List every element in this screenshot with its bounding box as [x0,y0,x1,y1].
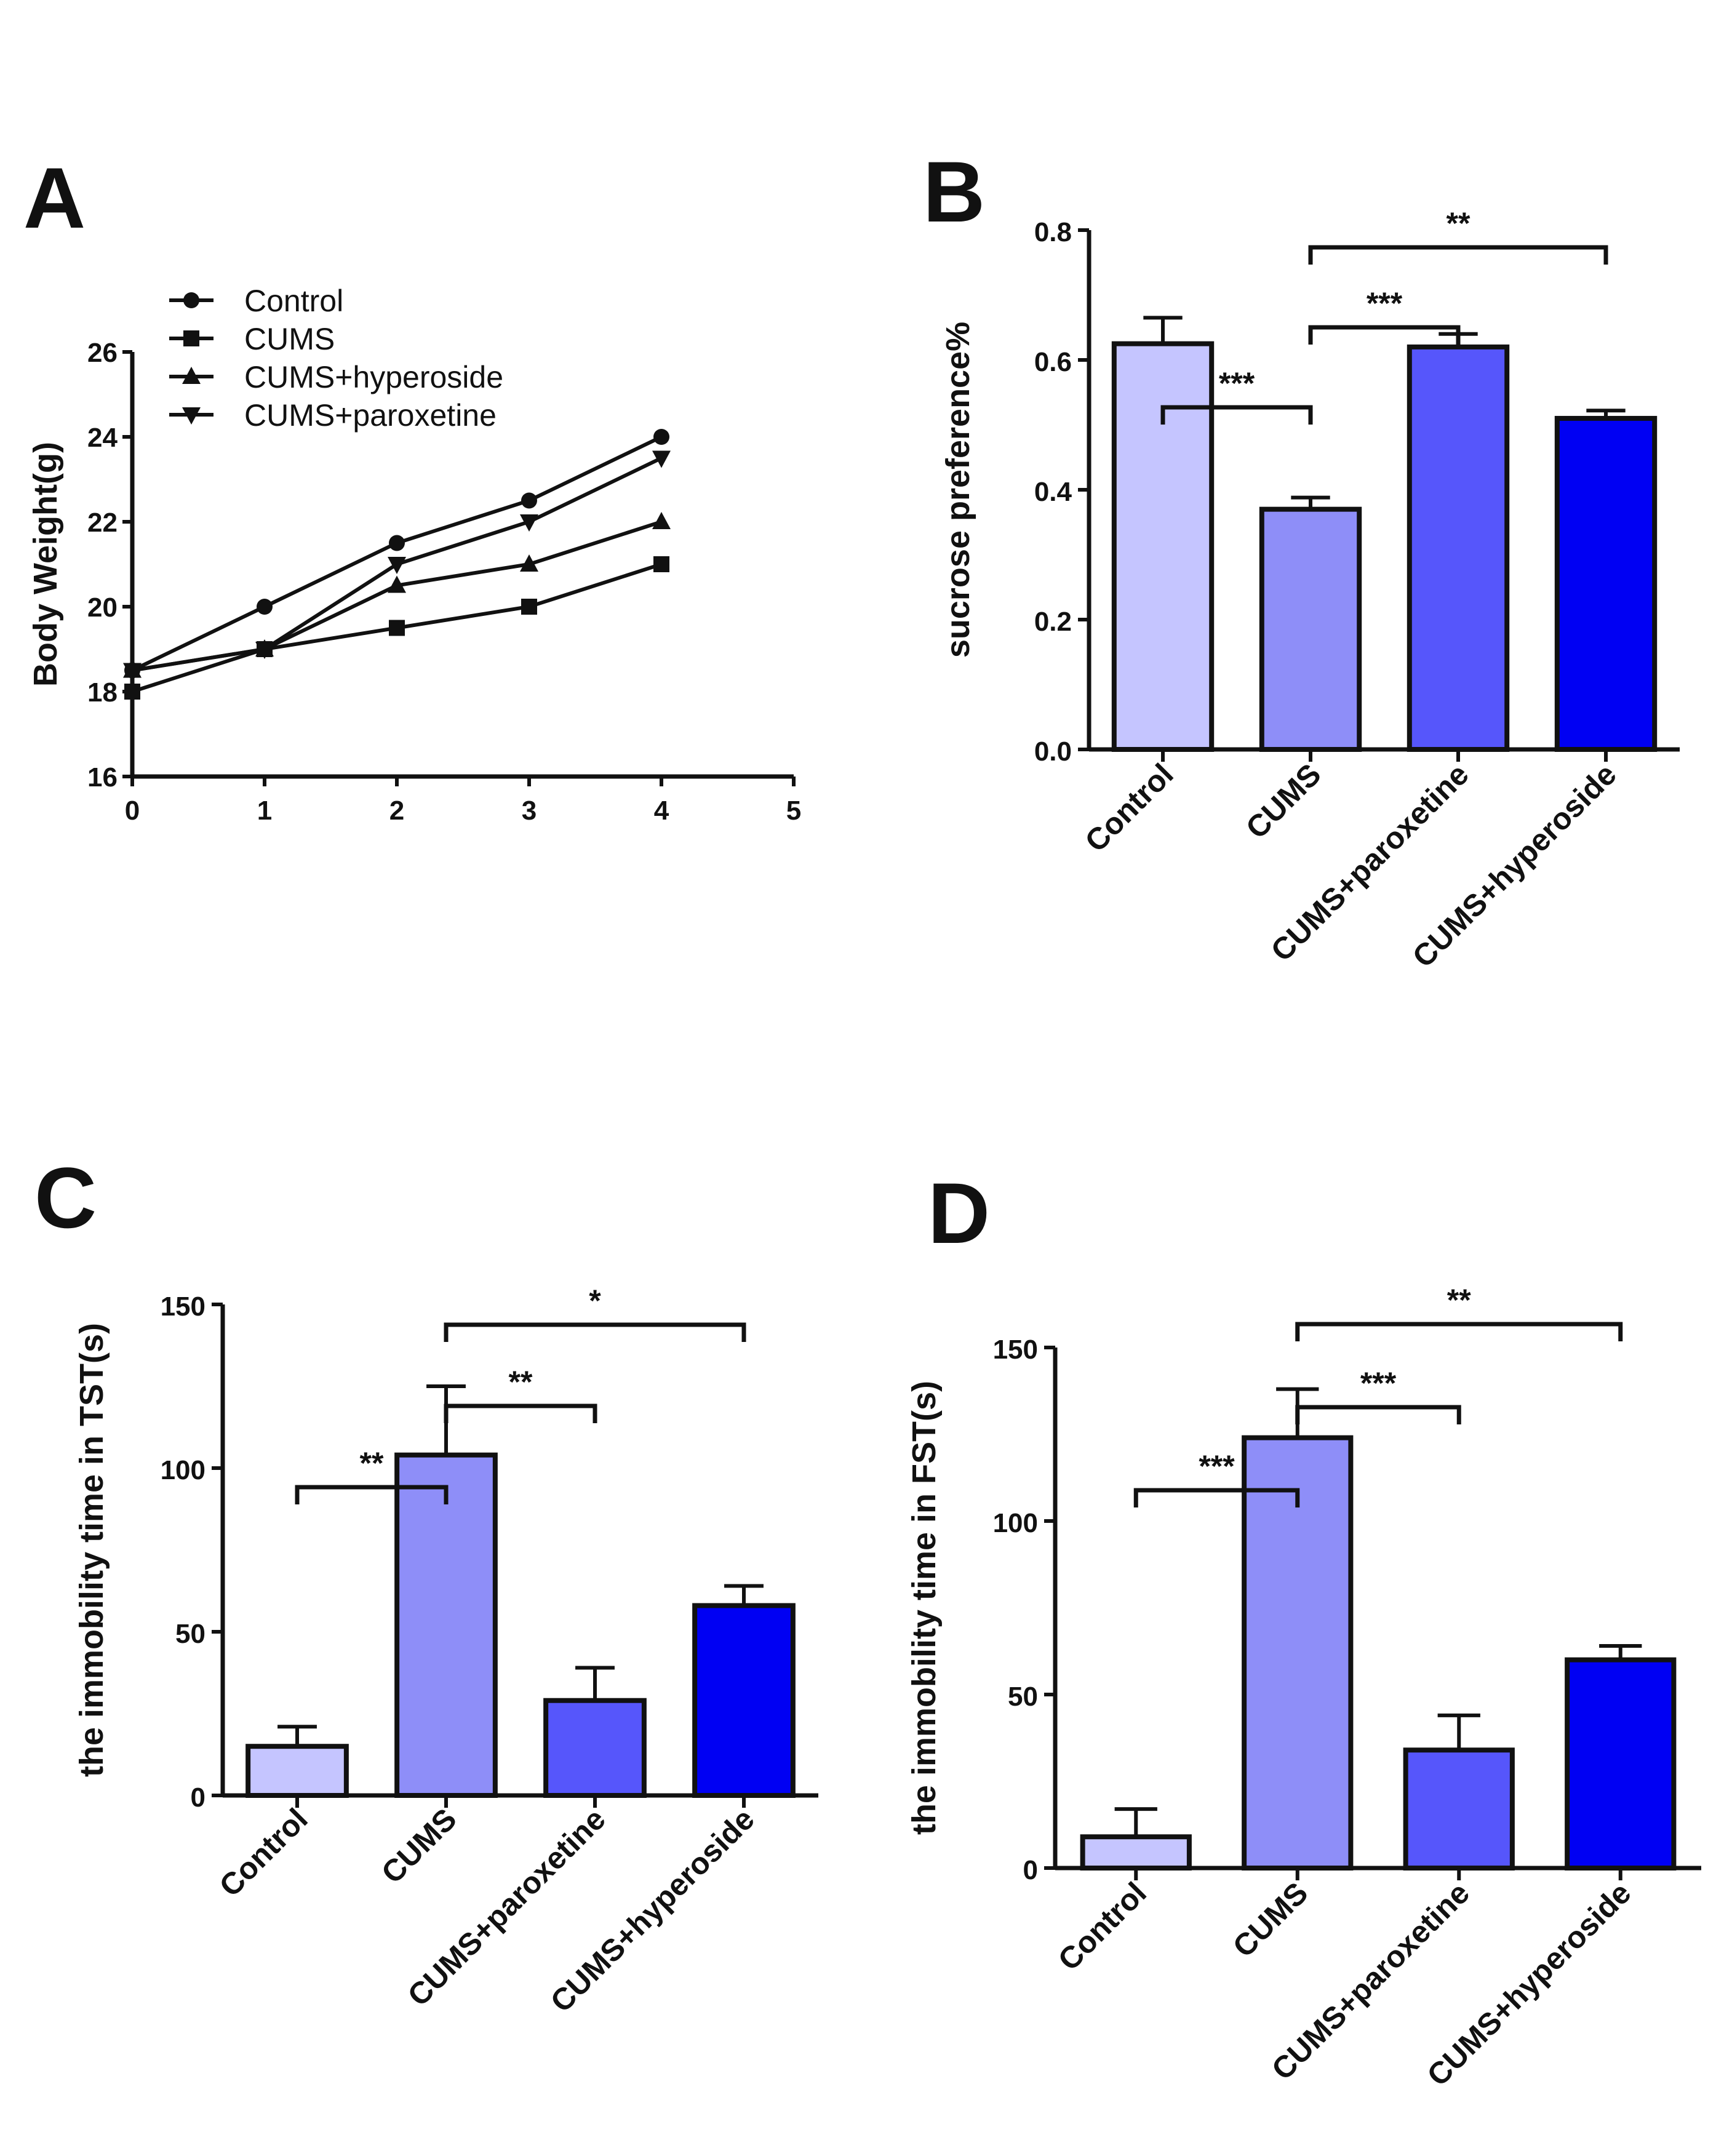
data-point-CUMS+hyperoside [652,512,671,529]
y-tick-label: 0 [191,1783,206,1813]
significance-bracket [444,1322,746,1342]
significance-label: ** [1447,1283,1471,1317]
bar-Control [1080,1834,1192,1871]
y-axis-title: the immobility time in TST(s) [73,1323,110,1777]
panel-b-bar-chart: B 0.0 0.2 0.4 0.6 0.8 sucrose preference% Contr… [923,143,1680,974]
panel-a-line-chart: A 16 18 20 22 24 26 0 1 2 3 4 5 Body Weight(g) Control… [23,150,801,826]
bar-Control [1111,341,1215,752]
y-tick-label: 150 [161,1292,206,1322]
panel-letter-c: C [34,1149,97,1246]
y-tick-label: 0.4 [1034,477,1072,507]
data-point-CUMS+hyperoside [388,575,406,593]
data-point-Control [653,429,669,445]
panel-d-bar-chart: D 0 50 100 150 the immobility time in FST(s) C… [906,1165,1701,2093]
bar-CUMS+paroxetine [1403,1747,1515,1871]
y-tick-label: 26 [87,338,118,368]
significance-label: *** [1199,1449,1235,1483]
data-point-Control [521,492,537,509]
y-tick-label: 100 [993,1508,1038,1538]
panel-c-bar-chart: C 0 50 100 150 the immobility time in TST(s) C… [34,1149,818,2019]
category-label-Control: Control [213,1802,314,1903]
category-label-Control: Control [1079,757,1180,858]
data-point-CUMS [389,620,405,636]
x-tick-label: 5 [786,796,801,826]
x-tick-label: 3 [522,796,537,826]
legend-label: CUMS+hyperoside [244,360,503,394]
data-point-CUMS+paroxetine [388,557,406,574]
category-label-CUMS: CUMS [375,1802,463,1890]
y-tick-label: 150 [993,1335,1038,1365]
x-tick-label: 2 [389,796,404,826]
significance-bracket [444,1403,597,1423]
bar-CUMS+paroxetine [1407,344,1510,752]
y-tick-label: 24 [87,423,118,453]
bar-CUMS+paroxetine [543,1698,647,1798]
data-point-CUMS [521,599,537,615]
y-axis-title: sucrose preference% [940,322,976,658]
significance-bracket [1308,245,1608,265]
y-tick-label: 0.2 [1034,607,1072,637]
data-point-CUMS+paroxetine [123,663,142,681]
data-point-CUMS+paroxetine [652,450,671,468]
x-tick-label: 4 [654,796,669,826]
data-point-CUMS [124,684,140,700]
data-point-CUMS+paroxetine [255,642,274,659]
legend-marker [183,330,199,346]
bar-CUMS+hyperoside [692,1603,796,1798]
y-tick-label: 20 [87,593,118,623]
y-tick-label: 16 [87,762,118,793]
y-tick-label: 0.0 [1034,737,1072,767]
panel-letter-b: B [923,143,985,240]
x-tick-label: 1 [257,796,272,826]
category-label-CUMS: CUMS [1226,1875,1315,1964]
y-tick-label: 50 [175,1619,206,1649]
legend-label: CUMS+paroxetine [244,398,497,433]
significance-label: * [589,1284,601,1318]
y-tick-label: 0 [1023,1855,1038,1885]
data-point-Control [389,535,405,551]
significance-bracket [1133,1488,1300,1507]
data-point-CUMS+paroxetine [520,514,538,532]
significance-label: *** [1360,1366,1397,1400]
data-point-Control [257,599,273,615]
bar-CUMS+hyperoside [1565,1657,1677,1871]
significance-label: *** [1367,286,1403,321]
y-axis-title: Body Weight(g) [27,442,64,687]
data-point-CUMS+hyperoside [520,554,538,572]
x-tick-label: 0 [125,796,140,826]
y-tick-label: 0.6 [1034,347,1072,377]
y-axis-title: the immobility time in FST(s) [906,1381,943,1835]
significance-bracket [1295,1405,1461,1424]
legend-label: CUMS [244,322,335,356]
significance-label: ** [360,1446,384,1480]
legend-label: Control [244,284,343,318]
significance-label: ** [1447,206,1471,241]
y-tick-label: 0.8 [1034,217,1072,247]
category-label-Control: Control [1052,1875,1153,1977]
significance-label: ** [509,1365,533,1399]
y-tick-label: 100 [161,1455,206,1485]
significance-label: *** [1219,366,1255,401]
significance-bracket [295,1485,449,1504]
bar-CUMS [394,1452,498,1798]
y-tick-label: 18 [87,677,118,708]
legend-marker [182,367,201,384]
significance-bracket [1160,405,1313,425]
category-label-CUMS: CUMS [1239,757,1328,845]
y-tick-label: 22 [87,508,118,538]
significance-bracket [1295,1322,1623,1341]
legend-marker [183,292,199,308]
data-point-CUMS [653,556,669,572]
legend-marker [182,407,201,425]
bar-CUMS+hyperoside [1554,415,1658,752]
significance-bracket [1308,325,1461,345]
y-tick-label: 50 [1008,1682,1038,1712]
panel-letter-d: D [928,1165,990,1261]
panel-letter-a: A [23,150,86,246]
bar-CUMS [1259,506,1362,753]
bar-Control [245,1744,349,1798]
